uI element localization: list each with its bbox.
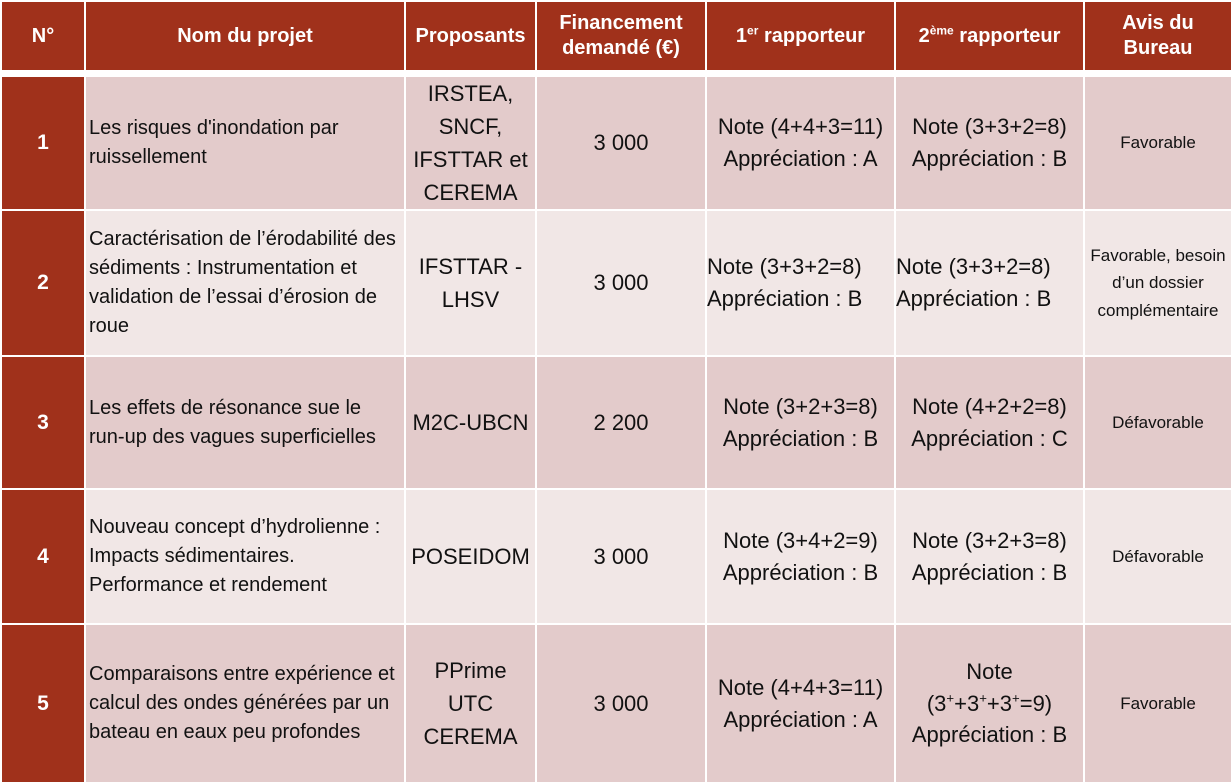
appreciation: Appréciation : B [896, 286, 1052, 311]
table-row: 1 Les risques d'inondation par ruisselle… [0, 72, 1231, 211]
note: Note (3+2+3=8) [723, 393, 878, 419]
note-formula: (3++3++3+=9) [926, 690, 1053, 716]
proposant: IFSTTAR - [418, 254, 523, 279]
header-proposants: Proposants [404, 0, 537, 77]
appreciation: Appréciation : B [722, 425, 879, 451]
header-rapporteur-1: 1er rapporteur [705, 0, 896, 77]
header-nom-projet: Nom du projet [84, 0, 406, 77]
avis-bureau-value: Défavorable [1083, 355, 1231, 490]
row-number: 4 [0, 488, 86, 625]
appreciation: Appréciation : B [911, 722, 1068, 748]
appreciation: Appréciation : A [723, 146, 878, 171]
rapporteur-1-cell: Note (3+4+2=9) Appréciation : B [705, 488, 896, 625]
financement-value: 3 000 [535, 488, 707, 625]
header-row: N° Nom du projet Proposants Financement … [0, 0, 1231, 77]
row-number: 1 [0, 72, 86, 211]
appreciation: Appréciation : B [911, 559, 1068, 585]
proposant: PPrime [434, 658, 507, 683]
rapporteur-2-cell: Note (3+2+3=8) Appréciation : B [894, 488, 1085, 625]
proposants-cell: M2C-UBCN [404, 355, 537, 490]
rapporteur-2-cell: Note (4+2+2=8) Appréciation : C [894, 355, 1085, 490]
table-row: 4 Nouveau concept d’hydrolienne : Impact… [0, 488, 1231, 625]
note: Note (3+3+2=8) [896, 254, 1051, 280]
proposant: M2C-UBCN [412, 410, 529, 435]
note-label: Note [966, 658, 1013, 684]
financement-value: 2 200 [535, 355, 707, 490]
proposant: POSEIDOM [411, 544, 530, 569]
proposant: CEREMA [423, 724, 518, 749]
proposant: UTC [447, 691, 494, 716]
financement-value: 3 000 [535, 623, 707, 784]
rapporteur-1-cell: Note (4+4+3=11) Appréciation : A [705, 72, 896, 211]
appreciation: Appréciation : B [722, 559, 879, 585]
rapporteur-1-cell: Note (4+4+3=11) Appréciation : A [705, 623, 896, 784]
financement-value: 3 000 [535, 209, 707, 357]
rapporteur-1-cell: Note (3+2+3=8) Appréciation : B [705, 355, 896, 490]
appreciation: Appréciation : A [723, 706, 878, 732]
table-row: 5 Comparaisons entre expérience et calcu… [0, 623, 1231, 784]
note: Note (4+4+3=11) [717, 114, 884, 140]
rapporteur-2-cell: Note (3++3++3+=9) Appréciation : B [894, 623, 1085, 784]
project-title: Comparaisons entre expérience et calcul … [84, 623, 406, 784]
row-number: 2 [0, 209, 86, 357]
avis-bureau-value: Favorable, besoin d’un dossier complémen… [1083, 209, 1231, 357]
header-avis-bureau: Avis du Bureau [1083, 0, 1231, 77]
financement-value: 3 000 [535, 72, 707, 211]
header-financement: Financement demandé (€) [535, 0, 707, 77]
row-number: 3 [0, 355, 86, 490]
avis-bureau-value: Favorable [1083, 623, 1231, 784]
proposants-cell: PPrime UTC CEREMA [404, 623, 537, 784]
proposant: LHSV [441, 287, 500, 312]
proposant: IFSTTAR et [413, 147, 528, 172]
avis-bureau-value: Défavorable [1083, 488, 1231, 625]
proposant: IRSTEA, [427, 81, 514, 106]
note: Note (4+2+2=8) [912, 393, 1067, 419]
note: Note (3+2+3=8) [912, 527, 1067, 553]
header-num: N° [0, 0, 86, 77]
proposants-cell: IRSTEA, SNCF, IFSTTAR et CEREMA [404, 72, 537, 211]
note: Note (4+4+3=11) [717, 674, 884, 700]
table-row: 2 Caractérisation de l’érodabilité des s… [0, 209, 1231, 357]
note: Note (3+3+2=8) [912, 114, 1067, 140]
rapporteur-2-cell: Note (3+3+2=8) Appréciation : B [894, 72, 1085, 211]
appreciation: Appréciation : B [707, 286, 863, 311]
project-title: Les effets de résonance sue le run-up de… [84, 355, 406, 490]
row-number: 5 [0, 623, 86, 784]
project-title: Les risques d'inondation par ruisselleme… [84, 72, 406, 211]
project-title: Nouveau concept d’hydrolienne : Impacts … [84, 488, 406, 625]
note: Note (3+3+2=8) [707, 254, 862, 280]
proposant: CEREMA [423, 180, 518, 205]
note: Note (3+4+2=9) [723, 527, 878, 553]
project-title: Caractérisation de l’érodabilité des séd… [84, 209, 406, 357]
header-rapporteur-2: 2ème rapporteur [894, 0, 1085, 77]
rapporteur-2-cell: Note (3+3+2=8) Appréciation : B [894, 209, 1085, 357]
rapporteur-1-cell: Note (3+3+2=8) Appréciation : B [705, 209, 896, 357]
proposant: SNCF, [438, 114, 503, 139]
appreciation: Appréciation : C [911, 425, 1068, 451]
table-row: 3 Les effets de résonance sue le run-up … [0, 355, 1231, 490]
avis-bureau-value: Favorable [1083, 72, 1231, 211]
proposants-cell: IFSTTAR - LHSV [404, 209, 537, 357]
proposants-cell: POSEIDOM [404, 488, 537, 625]
appreciation: Appréciation : B [911, 146, 1068, 171]
